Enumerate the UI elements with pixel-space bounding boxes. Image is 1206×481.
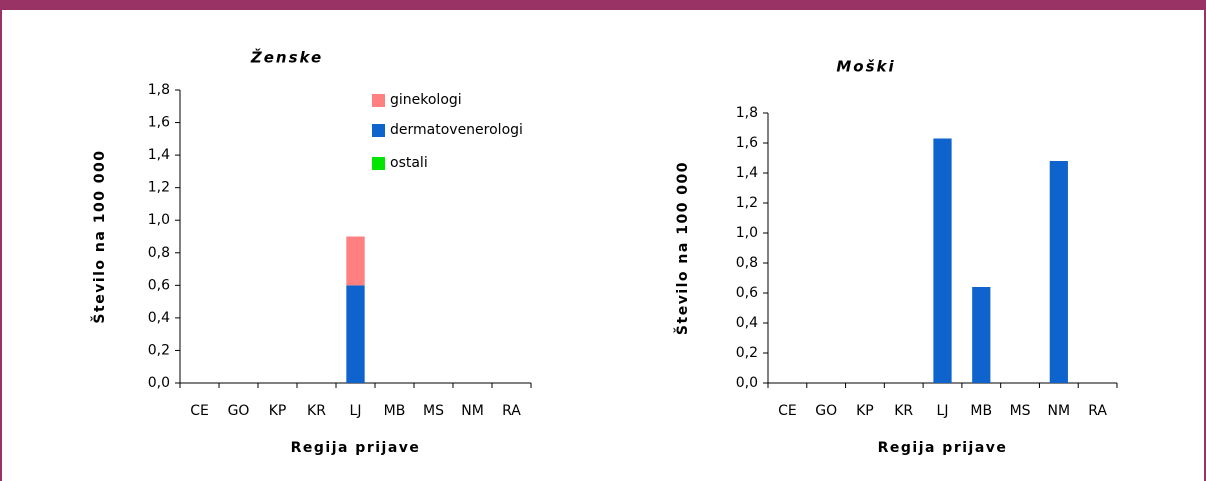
x-tick-label: NM xyxy=(1048,403,1071,419)
legend-swatch xyxy=(372,124,385,137)
x-tick-label: GO xyxy=(228,403,250,419)
y-tick-label: 1,6 xyxy=(148,115,170,131)
legend-label: dermatovenerologi xyxy=(390,122,523,138)
y-tick-label: 1,0 xyxy=(736,225,758,241)
x-tick-label: MB xyxy=(970,403,992,419)
legend-swatch xyxy=(372,94,385,107)
y-tick-label: 1,6 xyxy=(736,135,758,151)
y-tick-label: 0,6 xyxy=(148,277,170,293)
y-tick-label: 1,4 xyxy=(148,147,170,163)
x-tick-label: MS xyxy=(1010,403,1031,419)
x-tick-label: RA xyxy=(502,403,521,419)
x-tick-label: CE xyxy=(190,403,209,419)
y-tick-label: 1,4 xyxy=(736,165,758,181)
legend-swatch xyxy=(372,157,385,170)
y-tick-label: 0,4 xyxy=(148,310,170,326)
legend-label: ginekologi xyxy=(390,92,462,108)
y-tick-label: 0,2 xyxy=(736,345,758,361)
y-tick-label: 0,8 xyxy=(148,245,170,261)
x-tick-label: GO xyxy=(815,403,837,419)
x-tick-label: CE xyxy=(778,403,797,419)
x-tick-label: MB xyxy=(384,403,406,419)
y-tick-label: 1,0 xyxy=(148,212,170,228)
x-tick-label: KR xyxy=(894,403,913,419)
x-tick-label: LJ xyxy=(350,403,362,419)
y-tick-label: 0,0 xyxy=(148,375,170,391)
legend-label: ostali xyxy=(390,155,428,171)
bar xyxy=(933,138,952,383)
y-tick-label: 0,2 xyxy=(148,342,170,358)
x-tick-label: KP xyxy=(269,403,287,419)
x-tick-label: KR xyxy=(307,403,326,419)
y-axis-title: Število na 100 000 xyxy=(90,149,108,323)
x-tick-label: MS xyxy=(423,403,444,419)
y-tick-label: 1,8 xyxy=(736,105,758,121)
bar-segment xyxy=(346,285,365,383)
x-tick-label: RA xyxy=(1088,403,1107,419)
bar xyxy=(1049,161,1068,383)
bar-segment xyxy=(346,236,365,286)
y-axis-title: Število na 100 000 xyxy=(673,161,691,335)
y-tick-label: 0,0 xyxy=(736,375,758,391)
x-tick-label: NM xyxy=(461,403,484,419)
bar xyxy=(972,287,991,383)
y-tick-label: 0,6 xyxy=(736,285,758,301)
y-tick-label: 0,8 xyxy=(736,255,758,271)
chart-title: Ženske xyxy=(250,48,323,67)
x-tick-label: KP xyxy=(856,403,874,419)
y-tick-label: 1,2 xyxy=(736,195,758,211)
x-tick-label: LJ xyxy=(937,403,949,419)
x-axis-title: Regija prijave xyxy=(291,440,421,456)
y-tick-label: 0,4 xyxy=(736,315,758,331)
y-tick-label: 1,2 xyxy=(148,180,170,196)
chart-title: Moški xyxy=(836,58,895,76)
y-tick-label: 1,8 xyxy=(148,82,170,98)
x-axis-title: Regija prijave xyxy=(878,440,1008,456)
